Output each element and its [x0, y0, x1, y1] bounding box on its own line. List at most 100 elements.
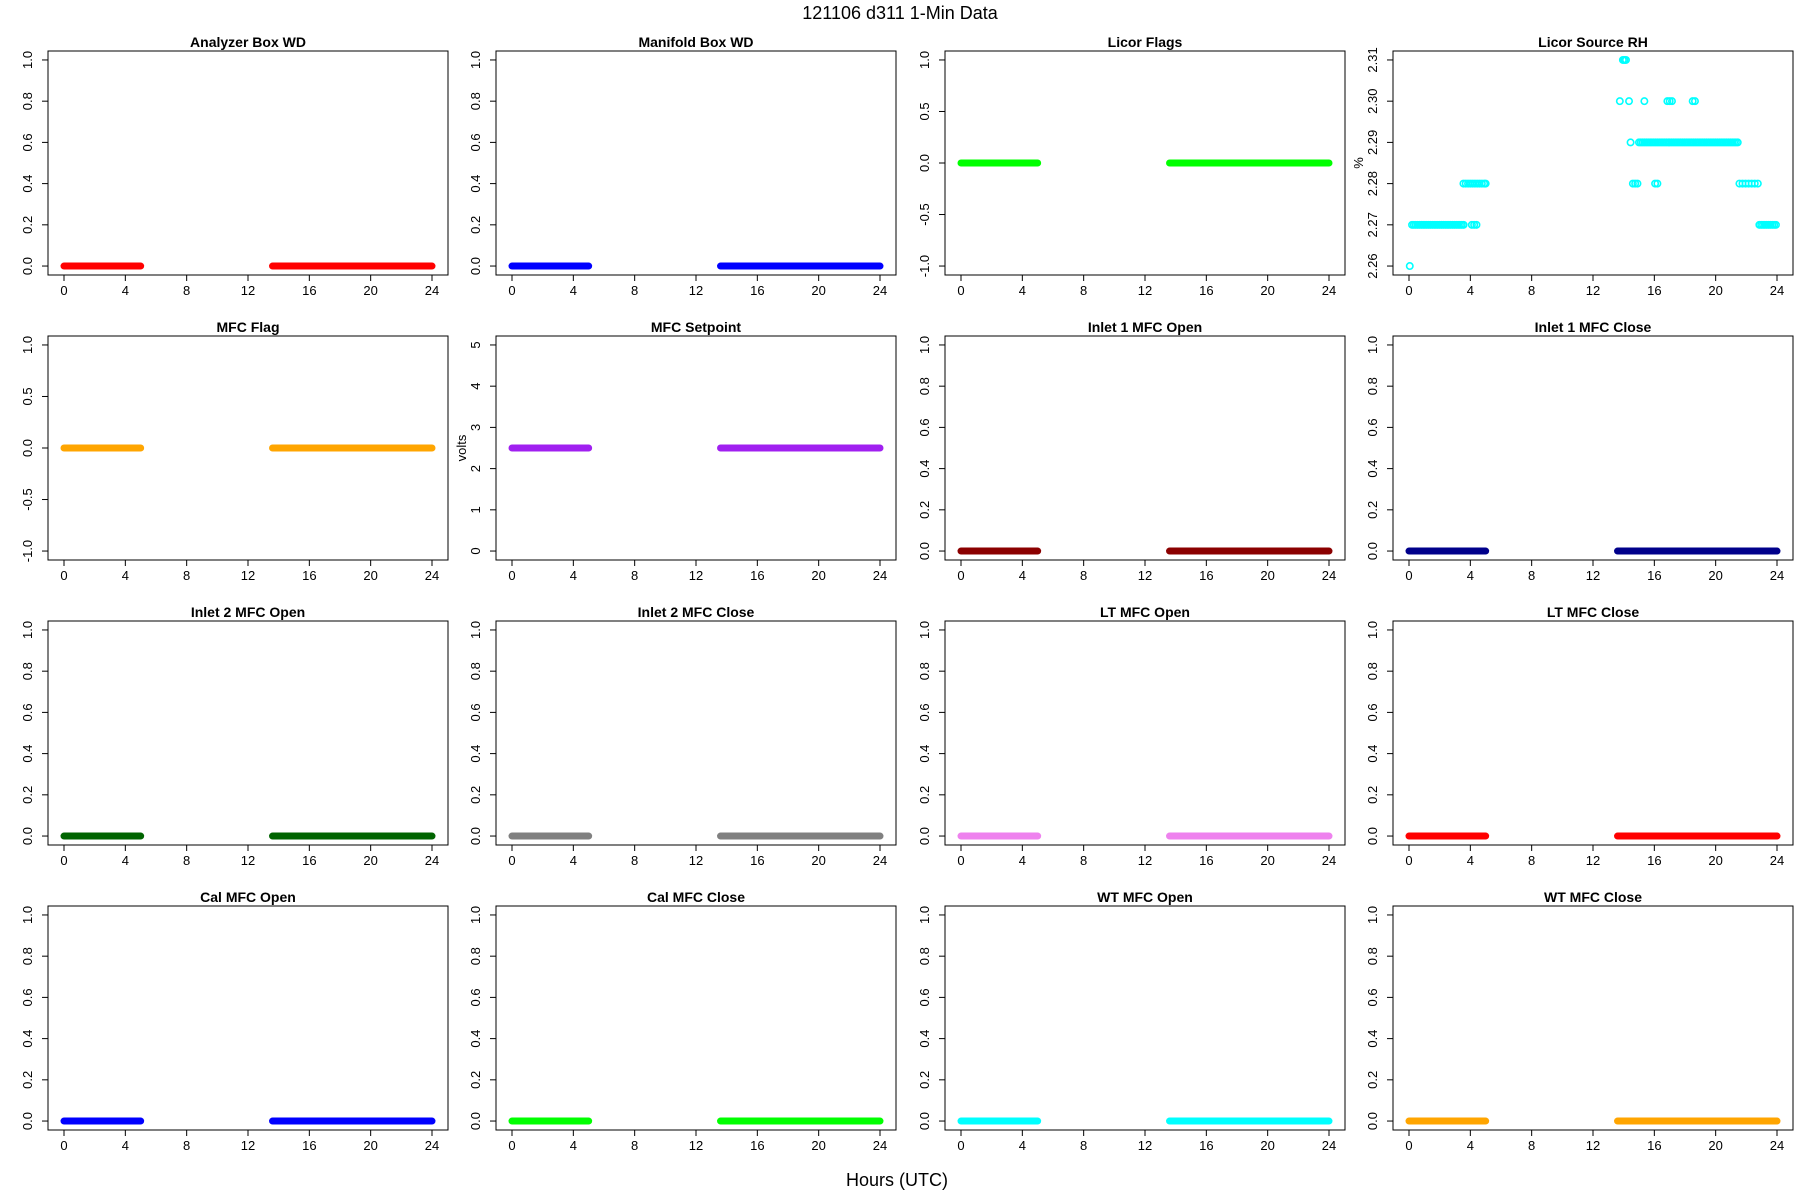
panel-1: Analyzer Box WD 0 4 8 12 16 20 24 0.0 0.2 0.4 0.6 0.… — [20, 34, 449, 298]
x-tick-label: 20 — [1708, 283, 1722, 298]
x-tick-label: 20 — [1708, 568, 1722, 583]
y-tick-label: 1.0 — [20, 621, 35, 639]
x-tick-label: 4 — [1467, 1138, 1474, 1153]
y-tick-label: 0.8 — [1365, 377, 1380, 395]
panels: Analyzer Box WD0 4 8 12 16 20 240.00.20.40.60.… — [20, 34, 1794, 1153]
y-tick-label: -1.0 — [917, 255, 932, 277]
y-tick-label: 0.8 — [20, 662, 35, 680]
x-tick-label: 24 — [1322, 1138, 1336, 1153]
x-axis-label: Hours (UTC) — [846, 1170, 948, 1190]
y-tick-label: 0.6 — [1365, 988, 1380, 1006]
x-tick-label: 20 — [811, 283, 825, 298]
y-tick-label: 0.2 — [468, 216, 483, 234]
plot-frame — [47, 50, 449, 276]
y-tick-label: 0.6 — [917, 988, 932, 1006]
x-tick-label: 12 — [1586, 1138, 1600, 1153]
x-tick-label: 4 — [570, 853, 577, 868]
y-tick-label: 0.0 — [20, 1112, 35, 1130]
y-tick-label: 0.0 — [917, 154, 932, 172]
y-tick-label: 2.27 — [1365, 212, 1380, 237]
x-tick-label: 12 — [1586, 283, 1600, 298]
x-tick-label: 0 — [1405, 853, 1412, 868]
x-tick-label: 20 — [1708, 853, 1722, 868]
panel-13: Cal MFC Open 0 4 8 12 16 20 24 0.0 0.2 0.4 0.6 0.8 1.… — [20, 889, 449, 1153]
data-point — [1667, 97, 1676, 106]
x-tick-label: 16 — [302, 1138, 316, 1153]
data-point — [1459, 220, 1468, 229]
plot-frame — [944, 335, 1346, 561]
y-tick-label: 0.2 — [1365, 786, 1380, 804]
y-tick-label: 0.8 — [468, 662, 483, 680]
x-tick-label: 4 — [1019, 1138, 1026, 1153]
x-tick-label: 8 — [1528, 853, 1535, 868]
panel-12: LT MFC Close 0 4 8 12 16 20 24 0.0 0.2 0.4 0.6 0.8 1.… — [1365, 604, 1794, 868]
x-tick-label: 4 — [1467, 283, 1474, 298]
x-tick-label: 8 — [183, 283, 190, 298]
x-tick-label: 0 — [60, 283, 67, 298]
x-tick-label: 20 — [1260, 853, 1274, 868]
data-point — [1690, 97, 1699, 106]
y-tick-label: 0.6 — [1365, 418, 1380, 436]
x-tick-label: 0 — [1405, 568, 1412, 583]
plot-frame — [495, 50, 897, 276]
panel-title: Inlet 1 MFC Open — [1088, 319, 1202, 335]
x-tick-label: 20 — [363, 568, 377, 583]
x-tick-label: 20 — [811, 568, 825, 583]
x-tick-label: 24 — [1770, 568, 1784, 583]
x-tick-label: 0 — [508, 1138, 515, 1153]
data-point — [1621, 55, 1630, 64]
x-tick-label: 0 — [957, 853, 964, 868]
x-tick-label: 24 — [425, 283, 439, 298]
x-tick-label: 16 — [1647, 283, 1661, 298]
y-tick-label: 0.6 — [20, 133, 35, 151]
x-tick-label: 24 — [425, 853, 439, 868]
y-tick-label: 1.0 — [468, 621, 483, 639]
y-tick-label: 0.6 — [468, 988, 483, 1006]
y-tick-label: 4 — [468, 383, 483, 390]
x-tick-label: 12 — [1138, 1138, 1152, 1153]
x-tick-label: 0 — [1405, 283, 1412, 298]
x-tick-label: 24 — [873, 853, 887, 868]
y-tick-label: 0.2 — [20, 1071, 35, 1089]
y-tick-label: 0.0 — [468, 1112, 483, 1130]
x-tick-label: 24 — [1322, 283, 1336, 298]
x-tick-label: 20 — [1260, 283, 1274, 298]
y-tick-label: 0.8 — [20, 947, 35, 965]
y-tick-label: 0.2 — [20, 786, 35, 804]
x-tick-label: 8 — [1080, 853, 1087, 868]
panel-11: LT MFC Open 0 4 8 12 16 20 24 0.0 0.2 0.4 0.6 0.8 1.0 — [917, 604, 1346, 868]
y-tick-label: 2 — [468, 465, 483, 472]
data-point — [1615, 97, 1624, 106]
y-tick-label: 0.5 — [20, 387, 35, 405]
plot-frame — [495, 620, 897, 846]
x-tick-label: 12 — [689, 1138, 703, 1153]
panel-title: MFC Flag — [217, 319, 280, 335]
x-tick-label: 4 — [570, 568, 577, 583]
x-tick-label: 4 — [122, 1138, 129, 1153]
x-tick-label: 12 — [689, 283, 703, 298]
x-tick-label: 8 — [1080, 283, 1087, 298]
x-tick-label: 20 — [363, 1138, 377, 1153]
y-tick-label: -0.5 — [917, 203, 932, 225]
x-tick-label: 16 — [1199, 1138, 1213, 1153]
x-tick-label: 4 — [122, 853, 129, 868]
y-tick-label: 0.0 — [20, 257, 35, 275]
x-tick-label: 8 — [183, 1138, 190, 1153]
y-tick-label: 0.0 — [468, 827, 483, 845]
y-axis-label: volts — [454, 434, 469, 461]
panel-10: Inlet 2 MFC Close 0 4 8 12 16 20 24 0.0 0.2 0.4 0.6… — [468, 604, 897, 868]
panel-15: WT MFC Open 0 4 8 12 16 20 24 0.0 0.2 0.4 0.6 0.8 1.0 — [917, 889, 1346, 1153]
panel-3: Licor Flags 0 4 8 12 16 20 24 -1.0 -0.5 0.0 0.5 1.0 — [917, 34, 1346, 298]
x-tick-label: 12 — [689, 853, 703, 868]
y-tick-label: 0.4 — [1365, 460, 1380, 478]
x-tick-label: 8 — [631, 1138, 638, 1153]
y-tick-label: 0.8 — [1365, 662, 1380, 680]
x-tick-label: 16 — [302, 853, 316, 868]
data-point — [1753, 179, 1762, 188]
y-tick-label: -1.0 — [20, 540, 35, 562]
data-point — [1625, 97, 1634, 106]
panel-title: Cal MFC Open — [200, 889, 296, 905]
y-tick-label: 0.2 — [917, 501, 932, 519]
y-tick-label: 2.30 — [1365, 89, 1380, 114]
